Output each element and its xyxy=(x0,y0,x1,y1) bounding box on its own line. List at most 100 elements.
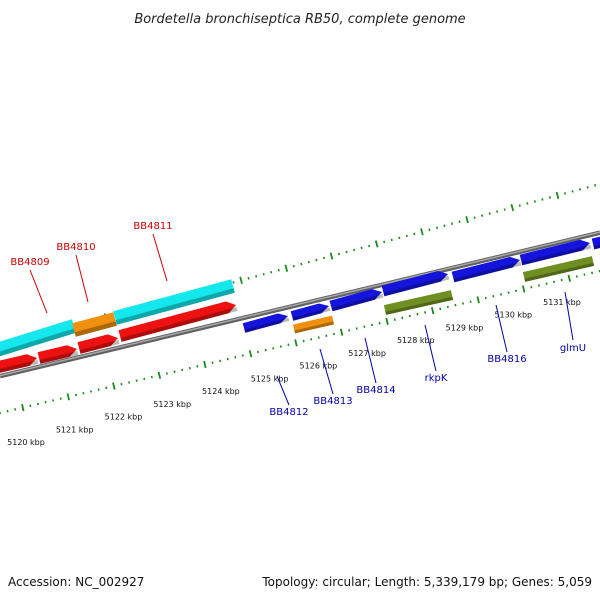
scale-label: 5129 kbp xyxy=(446,324,484,333)
scale-tick-minor xyxy=(401,316,404,320)
scale-tick-minor xyxy=(428,228,431,232)
scale-tick-minor xyxy=(515,289,518,293)
scale-tick-minor xyxy=(545,282,548,285)
scale-tick-minor xyxy=(196,365,199,368)
scale-tick-minor xyxy=(14,408,17,411)
scale-tick-minor xyxy=(526,202,529,205)
scale-tick-minor xyxy=(135,379,138,382)
scale-tick-minor xyxy=(315,258,318,262)
scale-tick-minor xyxy=(322,256,325,260)
gene-feature xyxy=(451,256,520,283)
scale-tick-minor xyxy=(496,210,499,213)
gene-feature-shade xyxy=(39,350,79,364)
scale-tick-major xyxy=(567,274,571,282)
gene-feature-shade xyxy=(331,293,384,312)
gene-feature xyxy=(383,290,454,315)
scale-tick-minor xyxy=(277,268,280,272)
gene-label-bb4810: BB4810 xyxy=(56,242,95,253)
scale-tick-minor xyxy=(317,336,320,339)
scale-tick-minor xyxy=(416,312,419,316)
scale-tick-major xyxy=(374,240,379,248)
scale-tick-minor xyxy=(368,244,371,248)
scale-labels: 5120 kbp 5121 kbp 5122 kbp 5123 kbp 5124 kbp… xyxy=(7,298,581,447)
scale-tick-minor xyxy=(378,321,381,325)
gene-label-bb4813: BB4813 xyxy=(313,396,352,407)
scale-tick-major xyxy=(476,296,480,304)
scale-tick-minor xyxy=(462,302,465,305)
scale-label: 5122 kbp xyxy=(105,413,143,422)
scale-tick-minor xyxy=(264,348,267,352)
scale-tick-minor xyxy=(530,286,533,289)
gene-labels: BB4809 BB4810 BB4811 BB4812 BB4813 BB4814 rkpK… xyxy=(10,221,586,418)
scale-tick-major xyxy=(294,339,298,347)
scale-tick-minor xyxy=(143,377,146,381)
scale-tick-minor xyxy=(310,338,313,341)
scale-tick-minor xyxy=(518,204,521,207)
scale-label: 5127 kbp xyxy=(348,349,386,358)
gene-feature-shade xyxy=(524,262,595,282)
gene-features xyxy=(0,236,600,373)
gene-label-bb4816: BB4816 xyxy=(487,354,526,365)
gene-leader-line xyxy=(564,291,574,341)
scale-tick-minor xyxy=(548,196,551,199)
scale-tick-major xyxy=(430,306,435,315)
scale-tick-minor xyxy=(272,347,275,350)
scale-tick-minor xyxy=(541,198,544,201)
scale-tick-minor xyxy=(279,345,282,348)
scale-tick-minor xyxy=(413,232,416,236)
gene-feature-shade xyxy=(0,359,39,373)
scale-tick-minor xyxy=(337,252,341,256)
gene-feature-bb4811 xyxy=(113,279,235,325)
scale-tick-minor xyxy=(393,318,396,321)
gene-leader-line xyxy=(364,337,377,384)
gene-label-glmu: glmU xyxy=(560,343,586,354)
scale-tick-major xyxy=(522,285,526,293)
gene-feature xyxy=(0,354,37,373)
scale-label: 5125 kbp xyxy=(251,374,289,383)
scale-tick-minor xyxy=(234,355,237,359)
gene-feature-shade xyxy=(385,296,454,315)
scale-tick-minor xyxy=(59,397,62,400)
scale-tick-minor xyxy=(355,327,358,330)
scale-tick-minor xyxy=(443,224,446,228)
gene-feature-shade xyxy=(0,328,77,357)
scale-tick-minor xyxy=(247,276,250,280)
scale-tick-minor xyxy=(6,409,9,413)
gene-leader-line xyxy=(495,304,508,353)
map-title: Bordetella bronchiseptica RB50, complete… xyxy=(134,12,465,27)
scale-tick-minor xyxy=(507,291,510,294)
gene-feature-shade xyxy=(294,321,335,334)
scale-tick-minor xyxy=(575,275,578,278)
scale-tick-minor xyxy=(553,280,556,284)
gene-feature-shade xyxy=(115,288,235,325)
scale-tick-minor xyxy=(563,192,567,195)
gene-feature-shade xyxy=(383,275,450,297)
scale-tick-minor xyxy=(90,390,93,393)
accession-text: Accession: NC_002927 xyxy=(8,575,144,589)
scale-tick-minor xyxy=(353,248,356,252)
gene-feature xyxy=(591,236,600,250)
gene-label-bb4814: BB4814 xyxy=(356,385,395,396)
scale-tick-minor xyxy=(255,275,258,278)
gene-feature-bb4812 xyxy=(242,313,288,333)
scale-tick-minor xyxy=(405,234,408,238)
gene-feature-rkpk xyxy=(381,271,448,297)
gene-feature xyxy=(290,303,329,321)
gene-feature xyxy=(118,301,236,342)
scale-label: 5128 kbp xyxy=(397,336,435,345)
scale-tick-minor xyxy=(219,359,222,363)
scale-label: 5123 kbp xyxy=(153,400,191,409)
scale-tick-minor xyxy=(363,325,366,328)
scale-tick-major xyxy=(21,403,25,412)
gene-feature-shade xyxy=(79,339,120,354)
scale-tick-minor xyxy=(287,343,290,346)
scale-tick-minor xyxy=(439,307,442,311)
scale-tick-minor xyxy=(173,370,176,373)
scale-tick-major xyxy=(385,317,389,326)
gene-leader-line xyxy=(276,375,290,406)
gene-leader-line xyxy=(29,269,48,314)
scale-tick-minor xyxy=(583,273,586,276)
scale-label: 5130 kbp xyxy=(494,311,532,320)
scale-tick-minor xyxy=(36,402,39,406)
scale-tick-minor xyxy=(211,361,214,364)
